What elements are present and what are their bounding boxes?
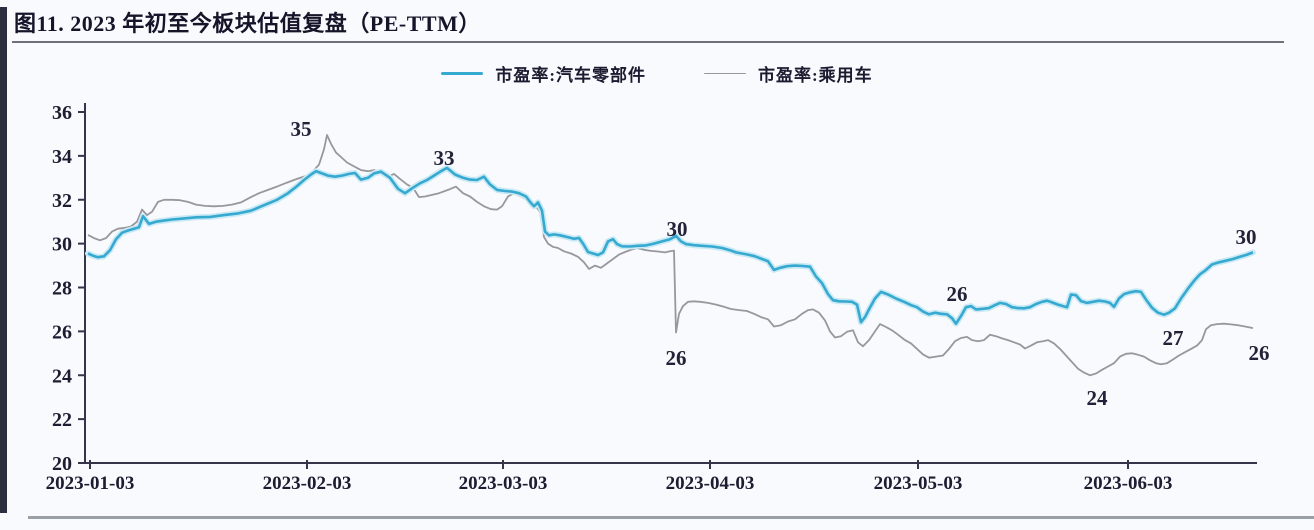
data-label: 30 xyxy=(667,217,688,241)
chart-legend: 市盈率:汽车零部件 市盈率:乘用车 xyxy=(0,60,1314,86)
x-tick-label: 2023-04-03 xyxy=(666,473,755,494)
y-tick-label: 28 xyxy=(52,278,72,300)
title-underline xyxy=(12,41,1284,43)
x-tick-label: 2023-01-03 xyxy=(46,473,135,494)
y-tick-label: 20 xyxy=(52,453,72,475)
y-tick-label: 32 xyxy=(52,190,72,212)
y-tick-label: 30 xyxy=(52,234,72,256)
figure-title: 图11. 2023 年初至今板块估值复盘（PE-TTM） xyxy=(14,11,481,36)
data-label: 26 xyxy=(1249,341,1270,365)
legend-line-swatch xyxy=(441,71,484,75)
x-tick-label: 2023-02-03 xyxy=(263,473,352,494)
legend-line-swatch xyxy=(704,72,746,74)
data-label: 27 xyxy=(1163,326,1184,350)
y-tick-label: 22 xyxy=(52,409,72,431)
y-tick-label: 34 xyxy=(52,146,72,168)
y-tick-label: 26 xyxy=(52,321,72,343)
legend-label: 市盈率:汽车零部件 xyxy=(495,65,646,85)
data-label: 24 xyxy=(1087,386,1109,410)
figure-bottom-border xyxy=(28,516,1314,519)
y-tick-label: 24 xyxy=(52,365,72,387)
data-label: 35 xyxy=(291,117,312,141)
legend-item-passenger-car: 市盈率:乘用车 xyxy=(704,61,873,86)
x-tick-label: 2023-03-03 xyxy=(459,473,548,494)
series-passenger-car-line xyxy=(87,134,1254,377)
left-edge-bar xyxy=(0,7,7,513)
x-tick-label: 2023-06-03 xyxy=(1084,473,1173,494)
y-tick-label: 36 xyxy=(52,102,72,124)
legend-label: 市盈率:乘用车 xyxy=(758,65,873,85)
data-label: 33 xyxy=(434,146,455,170)
series-auto-parts-line xyxy=(87,166,1254,325)
data-label: 30 xyxy=(1236,225,1257,249)
legend-item-auto-parts: 市盈率:汽车零部件 xyxy=(441,61,646,86)
data-label: 26 xyxy=(947,282,968,306)
x-tick-label: 2023-05-03 xyxy=(874,473,963,494)
data-label: 26 xyxy=(666,346,687,370)
